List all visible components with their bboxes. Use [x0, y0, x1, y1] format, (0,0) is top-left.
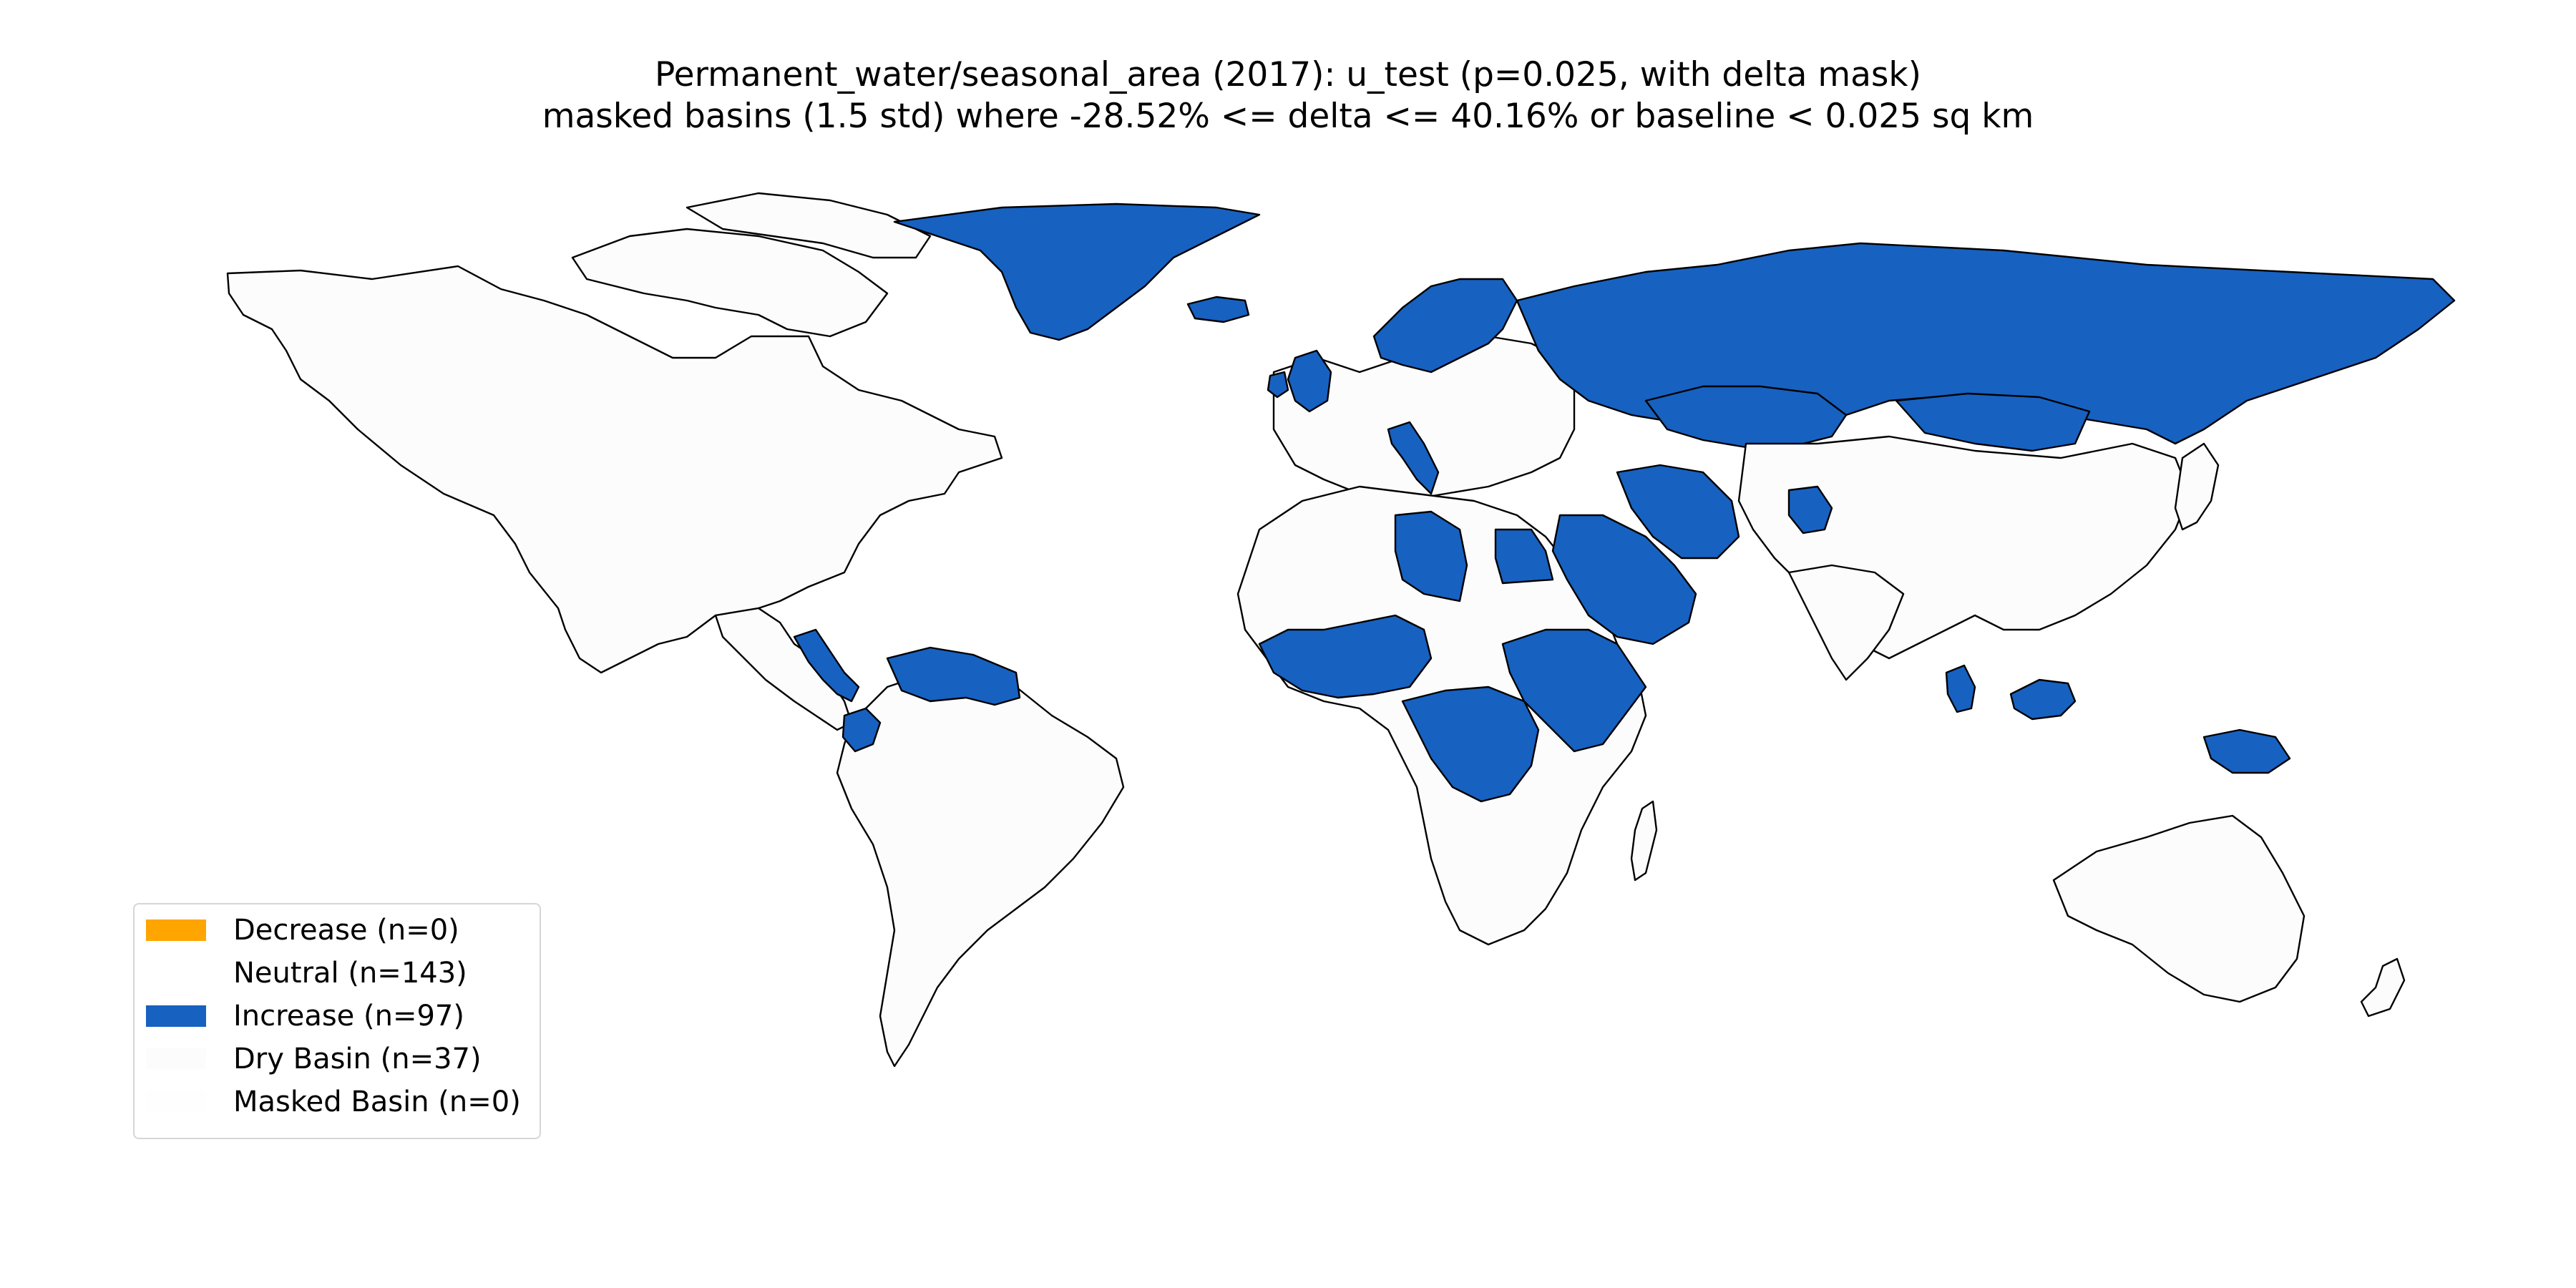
- region-arabia: [1551, 514, 1697, 645]
- region-canada-islands: [571, 228, 889, 338]
- region-new-zealand: [2360, 957, 2406, 1018]
- region-south-america: [836, 664, 1125, 1068]
- legend-label: Decrease (n=0): [233, 914, 459, 947]
- region-west-africa: [1258, 614, 1433, 699]
- region-central-america-increase: [793, 628, 860, 703]
- legend-item-neutral: Neutral (n=143): [146, 952, 467, 995]
- region-pakistan-area: [1787, 485, 1833, 535]
- region-japan: [2174, 442, 2220, 531]
- region-iran: [1616, 464, 1740, 560]
- legend-item-dry-basin: Dry Basin (n=37): [146, 1038, 482, 1080]
- region-libya: [1394, 510, 1468, 602]
- legend-swatch-neutral: [146, 962, 206, 984]
- region-malay-peninsula: [1945, 664, 1976, 713]
- map-subtitle: masked basins (1.5 std) where -28.52% <=…: [542, 97, 2034, 136]
- legend-item-masked-basin: Masked Basin (n=0): [146, 1080, 521, 1123]
- region-ireland: [1267, 371, 1289, 399]
- legend-label: Neutral (n=143): [233, 957, 467, 990]
- region-arctic-archipelago: [686, 192, 932, 259]
- legend-swatch-decrease: [146, 919, 206, 941]
- legend-label: Dry Basin (n=37): [233, 1043, 482, 1075]
- region-central-africa: [1401, 686, 1540, 803]
- region-new-guinea: [2202, 728, 2291, 774]
- region-venezuela-guianas: [886, 646, 1021, 706]
- region-north-america: [226, 265, 1003, 674]
- region-mongolia-north: [1895, 392, 2091, 452]
- region-kazakhstan: [1644, 385, 1848, 449]
- region-east-africa: [1501, 628, 1647, 753]
- region-madagascar: [1630, 800, 1658, 882]
- legend-swatch-dry-basin: [146, 1048, 206, 1070]
- region-colombia-west: [841, 707, 882, 753]
- legend-swatch-increase: [146, 1005, 206, 1027]
- legend-label: Increase (n=97): [233, 1000, 464, 1033]
- region-egypt: [1494, 528, 1554, 585]
- region-scandinavia: [1372, 278, 1518, 374]
- legend-label: Masked Basin (n=0): [233, 1085, 521, 1118]
- region-iceland: [1186, 296, 1250, 323]
- map-title: Permanent_water/seasonal_area (2017): u_…: [655, 55, 1921, 94]
- region-greenland: [893, 203, 1261, 341]
- legend-item-decrease: Decrease (n=0): [146, 909, 459, 952]
- region-italy: [1387, 421, 1440, 495]
- region-british-isles: [1287, 349, 1332, 413]
- legend: Decrease (n=0) Neutral (n=143) Increase …: [133, 903, 541, 1139]
- legend-item-increase: Increase (n=97): [146, 995, 464, 1038]
- region-australia: [2052, 814, 2306, 1003]
- region-south-east-asia: [1737, 435, 2191, 660]
- legend-swatch-masked-basin: [146, 1091, 206, 1113]
- region-india: [1787, 564, 1905, 681]
- region-borneo: [2009, 678, 2077, 721]
